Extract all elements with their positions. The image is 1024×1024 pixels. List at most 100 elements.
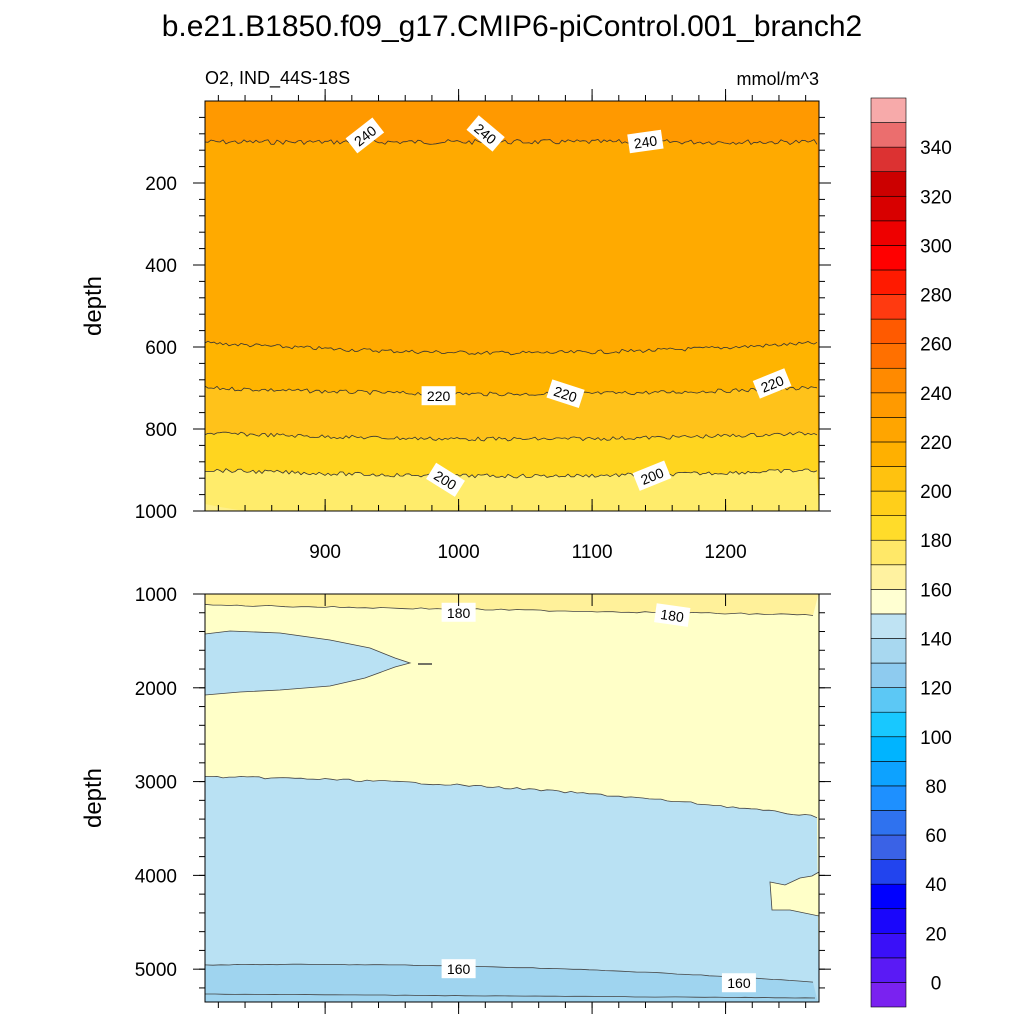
y-tick-label: 1000 (135, 502, 177, 523)
colorbar-box (870, 441, 907, 467)
contour-line-bottom-2 (205, 993, 816, 999)
colorbar-tick-label: 80 (925, 777, 946, 798)
lower-contour-fill (205, 594, 819, 1002)
colorbar-box (870, 146, 907, 173)
colorbar-box (870, 220, 907, 246)
bottom-layer-150 (205, 964, 818, 1002)
contour-label-text: 160 (447, 961, 471, 977)
colorbar-box (870, 171, 907, 197)
colorbar-tick-label: 280 (920, 286, 952, 307)
contour-label-text: 240 (633, 132, 659, 151)
colorbar-box (870, 613, 907, 639)
colorbar-box (870, 957, 907, 983)
y-tick-label: 1000 (135, 585, 177, 606)
y-tick-label: 2000 (135, 679, 177, 700)
colorbar-box (870, 490, 907, 516)
deep-patch-170 (769, 871, 819, 917)
contour-line-220 (205, 385, 818, 397)
colorbar-tick-label: 160 (920, 580, 952, 601)
colorbar-box (870, 515, 907, 541)
contour-label: 200 (632, 460, 672, 491)
colorbar-box (870, 859, 907, 885)
colorbar-tick-label: 120 (920, 679, 952, 700)
y-tick-label: 5000 (135, 960, 177, 981)
colorbar-tick-label: 180 (920, 531, 952, 552)
colorbar: 0 20 40 60 80 100 120 140 160 180 200 220 240 260 280 3… (870, 97, 952, 1008)
colorbar-box (870, 97, 907, 123)
x-tick-label: 1100 (572, 542, 613, 563)
contour-label: 240 (466, 115, 505, 152)
y-tick-label: 800 (145, 420, 177, 441)
colorbar-box (870, 932, 907, 959)
y-tick-label: 4000 (135, 866, 177, 887)
colorbar-box (870, 539, 907, 566)
colorbar-box (870, 908, 907, 934)
upper-contour-fill (205, 101, 819, 511)
colorbar-tick-label: 100 (920, 728, 952, 749)
contour-label-text: 220 (552, 383, 579, 406)
lower-panel: 180 180 160 160 1000 2000 3000 4000 5000 depth (80, 585, 831, 1014)
colorbar-box (870, 711, 907, 738)
contour-line-240 (205, 138, 818, 146)
colorbar-tick-label: 40 (925, 875, 946, 896)
colorbar-box (870, 589, 907, 615)
y-tick-label: 400 (145, 256, 177, 277)
colorbar-tick-label: 260 (920, 335, 952, 356)
x-tick-label: 900 (309, 542, 341, 563)
intrusion-160 (205, 630, 412, 696)
contour-band-190 (205, 504, 245, 511)
y-tick-label: 3000 (135, 773, 177, 794)
contour-label: 160 (441, 959, 476, 979)
colorbar-tick-label: 200 (920, 482, 952, 503)
colorbar-tick-label: 300 (920, 236, 952, 257)
contour-label-text: 160 (727, 975, 751, 991)
colorbar-tick-label: 0 (931, 973, 942, 994)
left-subtitle: O2, IND_44S-18S (205, 68, 350, 89)
x-tick-label: 1000 (437, 542, 479, 563)
contour-label-text: 180 (447, 605, 471, 621)
colorbar-box (870, 810, 907, 836)
colorbar-box (870, 269, 907, 295)
colorbar-box (870, 367, 907, 394)
colorbar-box (870, 343, 907, 369)
colorbar-box (870, 318, 907, 344)
contour-line-200 (205, 468, 818, 479)
colorbar-box (870, 883, 907, 910)
colorbar-box (870, 466, 907, 492)
contour-label-text: 180 (659, 606, 685, 625)
colorbar-box (870, 564, 907, 590)
colorbar-tick-label: 220 (920, 433, 952, 454)
y-axis-label: depth (80, 276, 107, 336)
contour-line-180 (205, 603, 814, 616)
colorbar-tick-label: 20 (925, 924, 946, 945)
deep-water-160 (205, 776, 819, 1002)
colorbar-box (870, 761, 907, 787)
contour-label: 180 (654, 603, 691, 627)
colorbar-box (870, 834, 907, 860)
colorbar-box (870, 736, 907, 762)
contour-line-bottom (205, 963, 814, 983)
colorbar-tick-label: 140 (920, 629, 952, 650)
colorbar-box (870, 417, 907, 443)
contour-line-230 (205, 340, 818, 356)
y-tick-label: 200 (145, 174, 177, 195)
contour-label-text: 220 (427, 388, 451, 404)
colorbar-box (870, 245, 907, 271)
colorbar-box (870, 662, 907, 688)
colorbar-box (870, 195, 907, 222)
colorbar-box (870, 392, 907, 418)
contour-label: 160 (721, 973, 756, 993)
colorbar-box (870, 982, 907, 1008)
contour-line-deep (205, 775, 818, 819)
x-tick-label: 1200 (704, 542, 746, 563)
colorbar-box (870, 122, 907, 148)
colorbar-box (870, 687, 907, 713)
colorbar-box (870, 785, 907, 811)
contour-label: 240 (627, 129, 664, 154)
colorbar-box (870, 294, 907, 320)
contour-label: 180 (441, 602, 476, 622)
y-axis-label: depth (80, 768, 107, 828)
colorbar-tick-label: 240 (920, 384, 952, 405)
